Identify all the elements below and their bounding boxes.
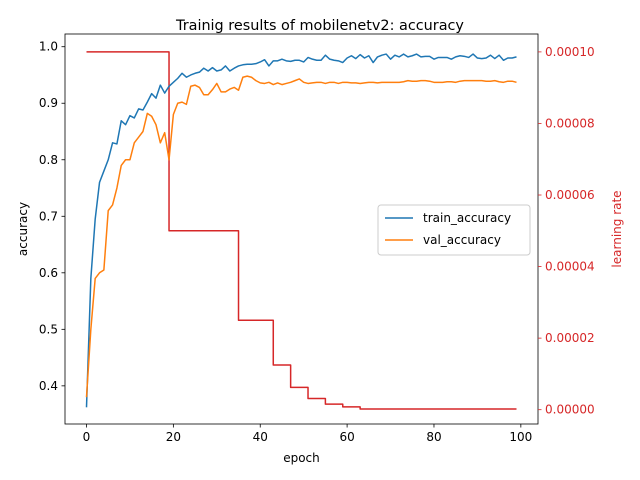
- x-tick-label: 60: [339, 430, 354, 444]
- y-axis-label: accuracy: [16, 202, 30, 256]
- x-axis-ticks: 0 20 40 60 80 100: [83, 424, 532, 444]
- y-tick-label: 0.4: [39, 379, 58, 393]
- plot-frame: [64, 33, 539, 425]
- y-tick-label: 0.7: [39, 209, 58, 223]
- y-tick-label: 0.6: [39, 266, 58, 280]
- x-tick-label: 20: [166, 430, 181, 444]
- x-tick-label: 40: [253, 430, 268, 444]
- y2-axis-label: learning rate: [610, 190, 624, 267]
- y2-tick-label: 0.00000: [545, 403, 595, 417]
- y-tick-label: 0.5: [39, 322, 58, 336]
- x-tick-label: 80: [426, 430, 441, 444]
- y-tick-label: 1.0: [39, 40, 58, 54]
- x-axis-label: epoch: [283, 451, 320, 465]
- y2-tick-label: 0.00006: [545, 188, 595, 202]
- y2-tick-label: 0.00002: [545, 331, 595, 345]
- legend-box: [377, 204, 531, 256]
- x-tick-label: 0: [83, 430, 91, 444]
- y2-axis-ticks: 0.00000 0.00002 0.00004 0.00006 0.00008 0.000…: [538, 45, 595, 417]
- legend: train_accuracy val_accuracy: [377, 204, 531, 256]
- lr-line-layer: [86, 51, 517, 410]
- learning-rate-line: [86, 51, 517, 410]
- val-accuracy-line: [85, 75, 517, 398]
- legend-train-label: train_accuracy: [423, 211, 511, 225]
- train-accuracy-line: [85, 53, 517, 408]
- chart-title: Trainig results of mobilenetv2: accuracy: [175, 18, 464, 34]
- legend-val-label: val_accuracy: [423, 233, 501, 247]
- y-axis-ticks: 0.4 0.5 0.6 0.7 0.8 0.9 1.0: [39, 40, 65, 393]
- x-tick-label: 100: [509, 430, 532, 444]
- y2-tick-label: 0.00004: [545, 260, 595, 274]
- y2-tick-label: 0.00008: [545, 116, 595, 130]
- y-tick-label: 0.9: [39, 96, 58, 110]
- y2-tick-label: 0.00010: [545, 45, 595, 59]
- y-tick-label: 0.8: [39, 153, 58, 167]
- val-line-layer: [85, 75, 517, 398]
- train-line-layer: [85, 53, 517, 408]
